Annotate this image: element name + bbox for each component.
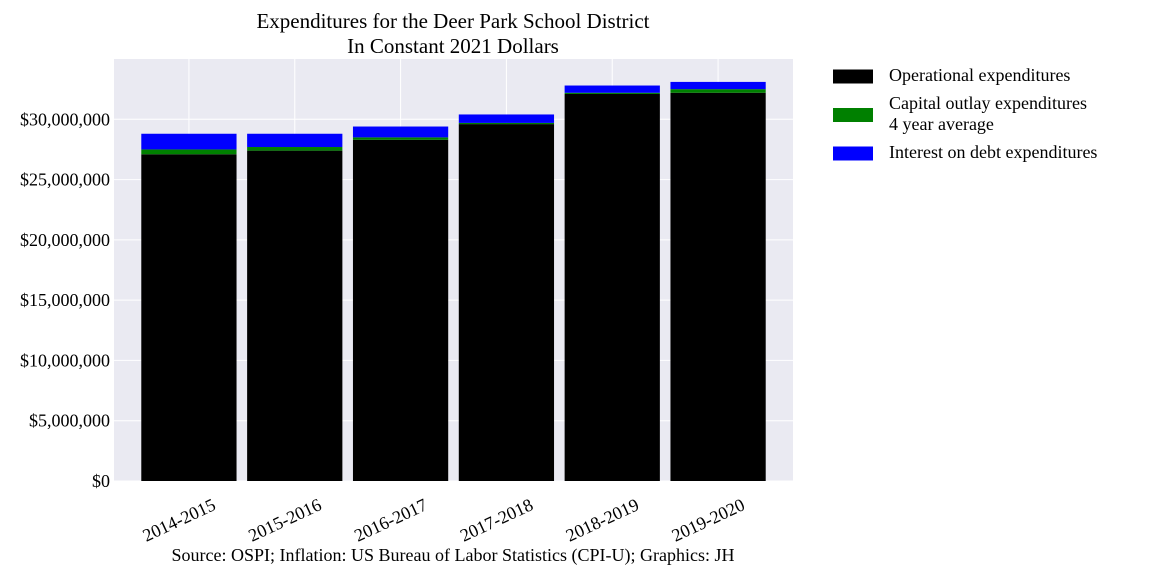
bar-segment	[141, 133, 237, 150]
bar-segment	[564, 93, 660, 482]
x-tick-label: 2017-2018	[457, 494, 536, 545]
y-tick-label: $15,000,000	[20, 290, 110, 310]
bar-segment	[352, 137, 449, 140]
legend: Operational expenditures Capital outlay e…	[833, 65, 1097, 162]
bar-segment	[458, 114, 555, 123]
y-tick-label: $0	[92, 471, 110, 491]
bar-segment	[458, 122, 555, 125]
bar-segment	[564, 92, 660, 94]
bar-segment	[247, 133, 343, 148]
bar-segment	[564, 85, 660, 93]
x-tick-label: 2014-2015	[139, 494, 218, 545]
legend-label: Interest on debt expenditures	[889, 142, 1097, 162]
source-annotation: Source: OSPI; Inflation: US Bureau of La…	[172, 545, 735, 566]
x-tick-label: 2018-2019	[563, 494, 642, 545]
bar-segment	[352, 139, 449, 482]
x-tick-label: 2016-2017	[351, 494, 430, 545]
bar-segment	[352, 126, 449, 138]
bar-segment	[458, 124, 555, 481]
legend-swatch	[833, 146, 873, 161]
bar-segment	[670, 89, 766, 93]
y-axis: $0 $5,000,000 $10,000,000 $15,000,000 $20,00…	[20, 109, 110, 491]
y-tick-label: $5,000,000	[29, 411, 110, 431]
bar-segment	[247, 147, 343, 151]
legend-swatch	[833, 108, 873, 122]
legend-label: Capital outlay expenditures 4 year averag…	[889, 93, 1087, 134]
bar-segment	[670, 81, 766, 90]
x-axis: 2014-2015 2015-2016 2016-2017 2017-2018 2018…	[139, 494, 747, 545]
legend-swatch	[833, 69, 873, 84]
bar-segment	[141, 154, 237, 481]
bar-segment	[670, 92, 766, 481]
y-tick-label: $20,000,000	[20, 230, 110, 250]
bar-segment	[247, 150, 343, 482]
y-tick-label: $25,000,000	[20, 170, 110, 190]
y-tick-label: $10,000,000	[20, 350, 110, 370]
legend-label: Operational expenditures	[889, 65, 1070, 85]
bar-segment	[141, 149, 237, 155]
chart-subtitle: In Constant 2021 Dollars	[347, 34, 559, 58]
x-tick-label: 2019-2020	[669, 494, 748, 545]
y-tick-label: $30,000,000	[20, 109, 110, 129]
bars-group	[141, 81, 766, 482]
x-tick-label: 2015-2016	[245, 494, 324, 545]
chart-title: Expenditures for the Deer Park School Di…	[256, 9, 649, 33]
